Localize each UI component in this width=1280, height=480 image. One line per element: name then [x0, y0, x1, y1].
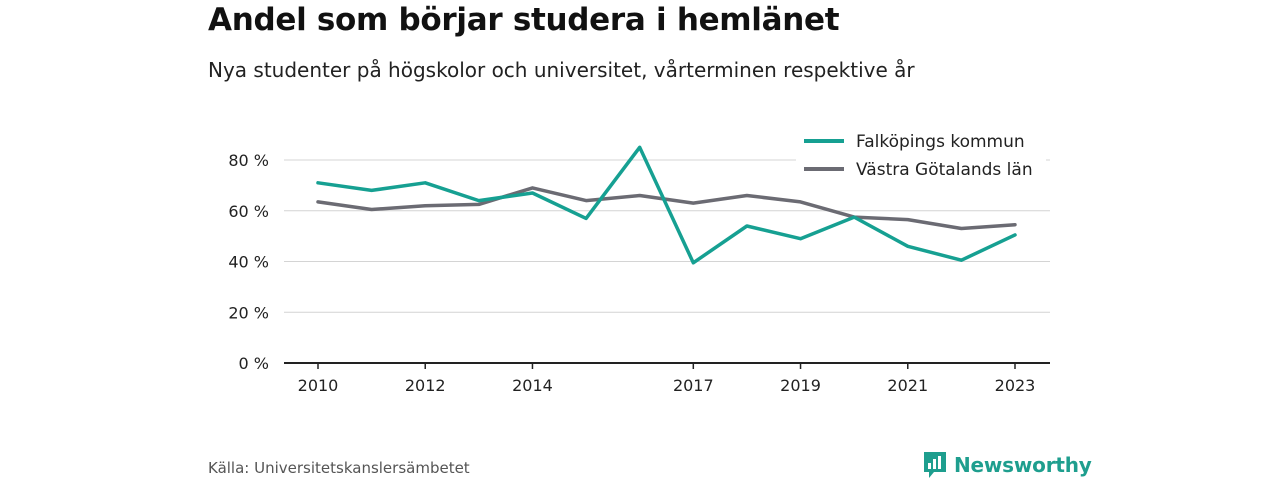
x-tick-label: 2014: [512, 376, 553, 395]
bar-chart-logo-icon: [924, 452, 946, 478]
x-tick-label: 2010: [298, 376, 339, 395]
x-tick-label: 2023: [995, 376, 1036, 395]
y-tick-label: 60 %: [228, 202, 269, 221]
legend-label: Västra Götalands län: [856, 160, 1033, 180]
series-lines: [316, 145, 1017, 265]
legend: Falköpings kommun Västra Götalands län: [796, 124, 1046, 186]
chart-subtitle: Nya studenter på högskolor och universit…: [208, 58, 915, 82]
x-tick-label: 2012: [405, 376, 446, 395]
y-tick-label: 40 %: [228, 253, 269, 272]
y-axis-tick-labels: 0 % 20 % 40 % 60 % 80 %: [228, 151, 269, 373]
brand-name: Newsworthy: [954, 453, 1092, 477]
x-axis-tick-labels: 2010 2012 2014 2017 2019 2021 2023: [298, 363, 1036, 395]
legend-background: [796, 124, 1046, 186]
x-tick-label: 2019: [780, 376, 821, 395]
brand-logo: Newsworthy: [922, 450, 1092, 480]
legend-label: Falköpings kommun: [856, 132, 1025, 152]
series-line: [316, 145, 1017, 265]
x-tick-label: 2017: [673, 376, 714, 395]
line-chart: 0 % 20 % 40 % 60 % 80 % 2010 2012 2014 2017 2019…: [228, 124, 1050, 395]
y-tick-label: 20 %: [228, 303, 269, 322]
chart-title: Andel som börjar studera i hemlänet: [208, 2, 840, 38]
source-note: Källa: Universitetskanslersämbetet: [208, 459, 470, 477]
grid-lines: [284, 159, 1050, 364]
y-tick-label: 80 %: [228, 151, 269, 170]
x-tick-label: 2021: [887, 376, 928, 395]
series-line: [316, 186, 1017, 231]
y-tick-label: 0 %: [239, 354, 269, 373]
